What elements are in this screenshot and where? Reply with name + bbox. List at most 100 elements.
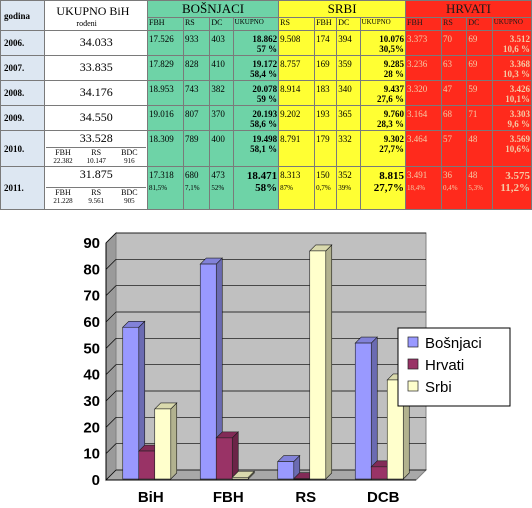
total-cell: 31.875 FBH 21.228 RS 9.561 BDC 905 [44, 166, 148, 210]
bos-value-cell: 19.016 [147, 105, 184, 131]
hrv-value: 69 [468, 34, 478, 44]
total-breakdown-item: RS 9.561 [80, 188, 113, 206]
srb-value: 169 [316, 59, 330, 69]
x-tick-label: DCB [367, 489, 400, 506]
hrv-value: 47 [443, 84, 452, 94]
table-row: 2008. 34.176 18.953 743 382 20.078 59 % 8.914 18… [0, 80, 532, 106]
bos-value: 370 [211, 109, 225, 119]
gridline-side [105, 417, 117, 428]
statistics-table-container: godina UKUPNO BiH rođeni BOŠNJACI SRBI HRVATI… [0, 0, 532, 228]
hrv-total: 3.575 [505, 170, 530, 182]
hrv-value: 3.491 [407, 170, 428, 180]
srb-value-cell: 169 [314, 55, 338, 81]
y-tick-label: 60 [83, 314, 100, 331]
total-cell: 34.033 [44, 30, 148, 56]
bos-total: 18.471 [246, 170, 278, 182]
hrv-value-cell: 3.320 [405, 80, 442, 106]
bos-value: 19.016 [149, 109, 174, 119]
hrv-total-cell: 3.575 11,2% [491, 166, 532, 210]
srb-percent-total: 30,5% [379, 44, 405, 54]
total-value: 34.176 [79, 85, 113, 99]
bos-value-cell: 807 [182, 105, 211, 131]
bos-value: 17.829 [149, 59, 174, 69]
srb-value-cell: 8.313 87% [278, 166, 316, 210]
total-breakdown-value: 22.382 [53, 157, 73, 165]
srb-value: 179 [316, 134, 330, 144]
srb-total: 10.076 [379, 34, 405, 44]
srb-value-cell: 9.508 [278, 30, 316, 56]
table-header-row: godina UKUPNO BiH rođeni BOŠNJACI SRBI HRVATI [0, 0, 532, 31]
hrv-value: 71 [468, 109, 478, 119]
bos-value: 789 [184, 134, 199, 144]
hrv-total: 3.303 [509, 109, 530, 119]
total-breakdown: FBH 22.382 RS 10.147 BDC 916 [46, 147, 146, 166]
srb-value-cell: 352 39% [336, 166, 361, 210]
srb-col-header: DC [336, 17, 361, 31]
hrv-percent-total: 10,1% [505, 94, 530, 104]
year-cell: 2006. [0, 30, 46, 56]
hrv-value-cell: 3.236 [405, 55, 442, 81]
srb-percent-total: 27,7% [373, 182, 405, 194]
srb-value-cell: 9.202 [278, 105, 316, 131]
total-header: UKUPNO BiH rođeni [44, 0, 148, 31]
srb-value: 340 [338, 84, 352, 94]
srb-value-cell: 150 0,7% [314, 166, 338, 210]
srb-value: 8.313 [280, 170, 301, 180]
legend-label: Bošnjaci [425, 335, 482, 352]
bar-bošnjaci [199, 263, 217, 480]
gridline-side [105, 364, 117, 375]
total-value: 31.875 [79, 167, 113, 182]
srb-total: 9.302 [383, 134, 405, 144]
srb-col-header: UKUPNO [359, 17, 407, 31]
bos-value-cell: 17.318 81,5% [147, 166, 184, 210]
bar-side-srbi [325, 244, 333, 480]
srb-value: 193 [316, 109, 330, 119]
hrv-total-cell: 3.512 10,6 % [491, 30, 532, 56]
hrv-value-cell: 57 [440, 130, 468, 167]
total-value: 34.550 [79, 110, 113, 124]
bar-hrvati [215, 437, 233, 480]
hrv-value: 48 [468, 170, 478, 180]
hrv-value-cell: 48 [466, 130, 493, 167]
srb-value-cell: 193 [314, 105, 338, 131]
srb-percent-total: 27,7% [379, 144, 405, 154]
srb-percent-total: 28 % [383, 69, 405, 79]
hrv-value-cell: 69 [466, 55, 493, 81]
gridline-side [105, 259, 117, 270]
hrv-col-header: UKUPNO [491, 17, 532, 31]
bos-total-cell: 20.193 58,6 % [232, 105, 280, 131]
x-tick-label: FBH [213, 489, 244, 506]
srb-value-cell: 340 [336, 80, 361, 106]
hrv-total: 3.512 [509, 34, 530, 44]
srb-value: 365 [338, 109, 352, 119]
total-breakdown-value: 9.561 [88, 197, 105, 205]
hrv-value: 3.464 [407, 134, 428, 144]
bos-value-cell: 743 [182, 80, 211, 106]
srb-value: 9.508 [280, 34, 301, 44]
chart-side-wall [105, 231, 117, 482]
hrv-total-cell: 3.368 10,3 % [491, 55, 532, 81]
hrv-value-cell: 47 [440, 80, 468, 106]
hrv-value-cell: 3.164 [405, 105, 442, 131]
srb-col-header: FBH [314, 17, 338, 31]
total-value: 33.835 [79, 60, 113, 74]
bar-bošnjaci [122, 326, 140, 480]
legend-swatch [407, 358, 419, 370]
hrv-total: 3.426 [509, 84, 530, 94]
hrv-total: 3.569 [509, 134, 530, 144]
srb-percent: 0,7% [316, 184, 331, 192]
hrv-value: 59 [468, 84, 478, 94]
table-row: 2010. 33.528 FBH 22.382 RS 10.147 BDC 916 18.309… [0, 130, 532, 167]
gridline-side [105, 443, 117, 454]
bos-value: 473 [211, 170, 225, 180]
hrv-value-cell: 36 0,4% [440, 166, 468, 210]
bos-value-cell: 400 [209, 130, 234, 167]
bar-hrvati [138, 450, 156, 480]
hrv-value: 63 [443, 59, 452, 69]
table-row: 2011. 31.875 FBH 21.228 RS 9.561 BDC 905 17.318 8… [0, 166, 532, 210]
total-breakdown-item: BDC 916 [113, 148, 146, 166]
bos-col-header: RS [182, 17, 211, 31]
hrv-value-cell: 3.373 [405, 30, 442, 56]
hrv-col-header: FBH [405, 17, 442, 31]
bar-bošnjaci [277, 461, 295, 480]
